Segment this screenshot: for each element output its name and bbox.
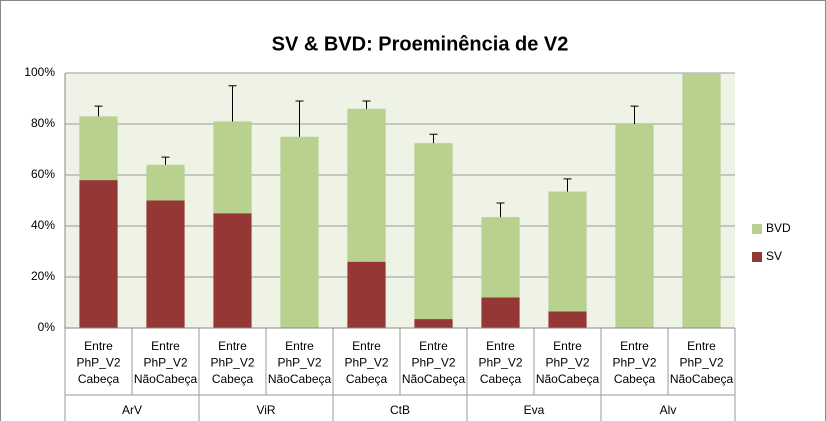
bar-segment xyxy=(280,136,319,328)
chart-title: SV & BVD: Proeminência de V2 xyxy=(272,33,569,55)
error-bar xyxy=(563,178,572,192)
bar-segment xyxy=(213,213,252,328)
group-label: Eva xyxy=(524,403,545,417)
legend-swatch xyxy=(752,252,762,262)
bar-segment xyxy=(548,311,587,328)
x-tick-line: PhP_V2 xyxy=(277,356,321,370)
y-tick-label: 100% xyxy=(24,65,55,79)
bar-segment xyxy=(548,191,587,312)
y-tick-label: 40% xyxy=(31,218,55,232)
group-label: Alv xyxy=(660,403,677,417)
x-tick-line: Cabeça xyxy=(480,372,522,386)
bar-segment xyxy=(347,108,386,262)
bar-segment xyxy=(347,261,386,328)
legend-label: BVD xyxy=(766,221,791,235)
x-tick-label: Entre PhP_V2 NãoCabeça xyxy=(268,339,332,386)
bar-segment xyxy=(414,319,453,328)
group-label: CtB xyxy=(390,403,410,417)
error-bar xyxy=(630,105,639,124)
error-bar xyxy=(429,133,438,144)
x-tick-label: Entre PhP_V2 NãoCabeça xyxy=(402,339,466,386)
x-tick-line: Entre xyxy=(486,339,515,353)
x-tick-line: NãoCabeça xyxy=(670,372,734,386)
bar-segment xyxy=(146,200,185,328)
bar-segment xyxy=(481,217,520,298)
bar-segment xyxy=(615,124,654,328)
bar-segment xyxy=(682,73,721,328)
x-tick-label: Entre PhP_V2 NãoCabeça xyxy=(670,339,734,386)
legend-label: SV xyxy=(766,249,782,263)
legend-swatch xyxy=(752,224,762,234)
bar-segment xyxy=(146,164,185,201)
x-tick-label: Entre PhP_V2 NãoCabeça xyxy=(536,339,600,386)
x-tick-line: PhP_V2 xyxy=(76,356,120,370)
x-tick-line: NãoCabeça xyxy=(268,372,332,386)
error-bar xyxy=(94,105,103,117)
bar-segment xyxy=(79,180,118,328)
x-tick-line: Entre xyxy=(151,339,180,353)
x-tick-line: PhP_V2 xyxy=(344,356,388,370)
group-label: ArV xyxy=(122,403,142,417)
error-bar xyxy=(362,100,371,109)
x-tick-label: Entre PhP_V2 NãoCabeça xyxy=(134,339,198,386)
x-tick-label: Entre PhP_V2 Cabeça xyxy=(344,339,388,386)
x-tick-line: Cabeça xyxy=(78,372,120,386)
error-bar xyxy=(161,156,170,165)
x-tick-line: Cabeça xyxy=(346,372,388,386)
x-tick-line: Cabeça xyxy=(614,372,656,386)
bar-segment xyxy=(414,143,453,320)
x-tick-line: Entre xyxy=(352,339,381,353)
x-tick-line: PhP_V2 xyxy=(679,356,723,370)
x-tick-line: NãoCabeça xyxy=(536,372,600,386)
x-tick-label: Entre PhP_V2 Cabeça xyxy=(612,339,656,386)
x-tick-line: PhP_V2 xyxy=(612,356,656,370)
y-tick-label: 20% xyxy=(31,269,55,283)
y-tick-label: 80% xyxy=(31,116,55,130)
bar-segment xyxy=(481,297,520,328)
x-tick-line: Entre xyxy=(553,339,582,353)
y-tick-label: 0% xyxy=(38,320,56,334)
x-tick-line: Entre xyxy=(419,339,448,353)
x-tick-line: NãoCabeça xyxy=(402,372,466,386)
x-tick-line: PhP_V2 xyxy=(210,356,254,370)
x-tick-line: NãoCabeça xyxy=(134,372,198,386)
y-tick-label: 60% xyxy=(31,167,55,181)
error-bar xyxy=(228,85,237,122)
bar-segment xyxy=(79,116,118,181)
x-tick-line: PhP_V2 xyxy=(478,356,522,370)
x-tick-label: Entre PhP_V2 Cabeça xyxy=(76,339,120,386)
x-tick-line: Entre xyxy=(620,339,649,353)
group-label: ViR xyxy=(256,403,275,417)
error-bar xyxy=(295,100,304,137)
x-tick-line: Entre xyxy=(687,339,716,353)
x-tick-line: PhP_V2 xyxy=(411,356,455,370)
x-tick-label: Entre PhP_V2 Cabeça xyxy=(478,339,522,386)
x-tick-line: Entre xyxy=(218,339,247,353)
x-tick-label: Entre PhP_V2 Cabeça xyxy=(210,339,254,386)
x-tick-line: PhP_V2 xyxy=(143,356,187,370)
error-bar xyxy=(496,202,505,218)
x-tick-line: Cabeça xyxy=(212,372,254,386)
x-tick-line: Entre xyxy=(84,339,113,353)
x-tick-line: Entre xyxy=(285,339,314,353)
x-tick-line: PhP_V2 xyxy=(545,356,589,370)
bar-segment xyxy=(213,121,252,214)
